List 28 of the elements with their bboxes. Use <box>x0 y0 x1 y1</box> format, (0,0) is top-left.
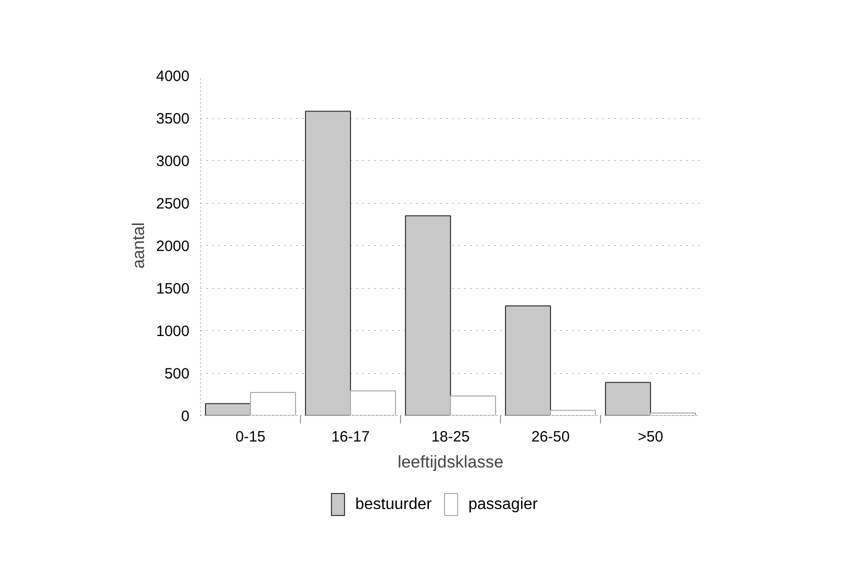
bar <box>550 410 596 416</box>
y-tick-label: 0 <box>181 408 190 425</box>
y-tick-label: 1000 <box>156 323 190 340</box>
bar <box>250 392 296 416</box>
x-tick-label: 16-17 <box>331 428 370 446</box>
bar <box>505 305 551 416</box>
bar <box>305 110 351 416</box>
legend-label: bestuurder <box>355 496 432 513</box>
y-tick-label: 2000 <box>156 238 190 255</box>
x-tick-label: 0-15 <box>235 428 266 446</box>
bar <box>405 215 451 416</box>
bar <box>350 390 396 416</box>
y-tick-label: 3000 <box>156 153 190 170</box>
bar <box>605 382 651 416</box>
x-axis-title: leeftijdsklasse <box>398 452 504 472</box>
y-tick-label: 3500 <box>156 110 190 128</box>
bar <box>205 403 251 416</box>
legend-label: passagier <box>468 496 538 513</box>
y-tick-label: 2500 <box>156 196 190 212</box>
y-tick-label: 1500 <box>156 280 190 298</box>
bar <box>450 395 496 416</box>
bar <box>650 412 696 416</box>
y-axis-title: aantal <box>129 222 148 269</box>
x-tick-label: 18-25 <box>431 428 470 446</box>
x-tick-label: >50 <box>638 428 664 446</box>
x-tick-label: 26-50 <box>531 428 570 446</box>
y-tick-label: 500 <box>164 366 190 382</box>
y-tick-label: 4000 <box>156 68 190 85</box>
